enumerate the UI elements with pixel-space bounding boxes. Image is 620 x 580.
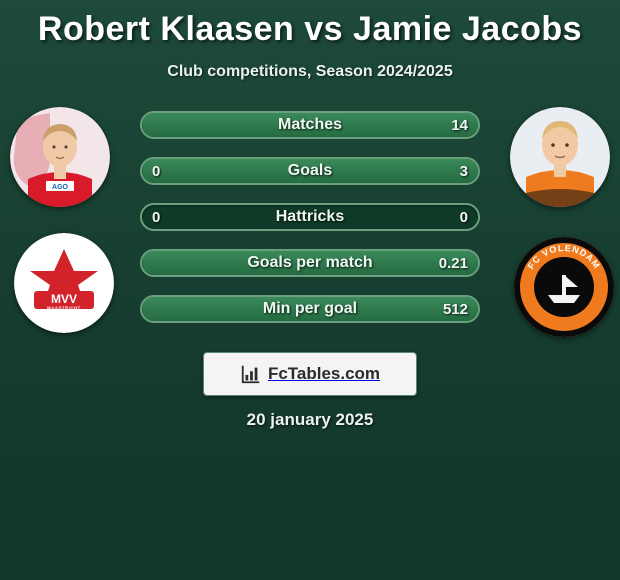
svg-text:MAASTRICHT: MAASTRICHT — [47, 306, 81, 311]
stat-row-min-per-goal: Min per goal 512 — [140, 295, 480, 323]
stat-left-value: 0 — [152, 205, 160, 229]
player-right-avatar — [510, 107, 610, 207]
club-right-badge: FC VOLENDAM — [514, 237, 614, 337]
avatar-image — [510, 107, 610, 207]
subtitle: Club competitions, Season 2024/2025 — [0, 63, 620, 81]
stat-bars: Matches 14 0 Goals 3 0 Hattricks 0 Goals… — [140, 111, 480, 341]
svg-text:MVV: MVV — [51, 292, 77, 306]
avatar-image: AGO — [10, 107, 110, 207]
stat-row-goals-per-match: Goals per match 0.21 — [140, 249, 480, 277]
stat-row-matches: Matches 14 — [140, 111, 480, 139]
brand-text: FcTables.com — [268, 364, 380, 384]
page-title: Robert Klaasen vs Jamie Jacobs — [0, 0, 620, 49]
badge-image: FC VOLENDAM — [514, 237, 614, 337]
stat-label: Hattricks — [142, 205, 478, 229]
stat-row-goals: 0 Goals 3 — [140, 157, 480, 185]
stat-right-value: 0 — [460, 205, 468, 229]
svg-text:AGO: AGO — [52, 184, 69, 191]
badge-image: MVV MAASTRICHT — [14, 233, 114, 333]
club-left-badge: MVV MAASTRICHT — [14, 233, 114, 333]
player-left-avatar: AGO — [10, 107, 110, 207]
date-line: 20 january 2025 — [0, 410, 620, 430]
chart-icon — [240, 363, 262, 385]
stat-row-hattricks: 0 Hattricks 0 — [140, 203, 480, 231]
brand-link[interactable]: FcTables.com — [203, 352, 417, 396]
comparison-area: AGO — [0, 103, 620, 363]
